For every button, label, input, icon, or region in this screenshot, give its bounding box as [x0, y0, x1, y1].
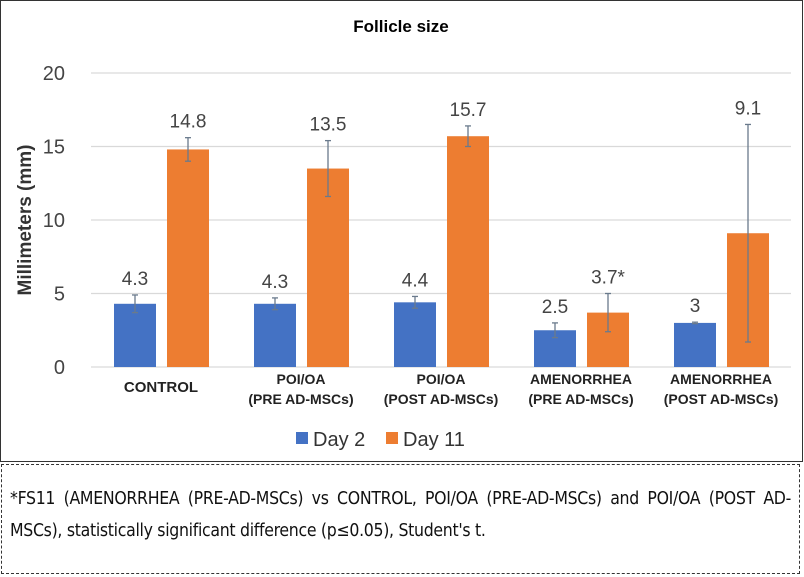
x-tick-label: CONTROL — [124, 379, 198, 396]
data-label: 4.4 — [402, 270, 429, 291]
y-tick-label: 20 — [43, 63, 65, 85]
bar-day-2 — [114, 303, 156, 367]
data-label: 4.3 — [262, 272, 288, 293]
bar-day-2 — [254, 303, 296, 367]
legend-swatch — [386, 432, 398, 444]
chart-title: Follicle size — [353, 17, 448, 36]
y-tick-label: 10 — [43, 210, 65, 232]
x-tick-label: POI/OA — [276, 371, 325, 387]
bar-day-11 — [167, 149, 209, 367]
legend-label: Day 2 — [313, 429, 365, 451]
y-tick-label: 0 — [54, 357, 65, 379]
x-tick-label: AMENORRHEA — [670, 371, 772, 387]
x-tick-label: AMENORRHEA — [530, 371, 632, 387]
x-tick-label: (PRE AD-MSCs) — [248, 391, 353, 407]
y-axis-label: Millimeters (mm) — [15, 145, 36, 296]
bar-day-2 — [674, 322, 716, 367]
legend-label: Day 11 — [403, 429, 465, 451]
x-tick-label: (PRE AD-MSCs) — [528, 391, 633, 407]
bar-day-2 — [394, 302, 436, 367]
bar-chart: Follicle size Millimeters (mm) 0 5 10 15 20 4.3… — [15, 17, 791, 451]
y-tick-label: 5 — [54, 284, 65, 306]
data-label: 3 — [690, 296, 701, 317]
x-tick-label: POI/OA — [416, 371, 465, 387]
y-tick-label: 15 — [43, 137, 65, 159]
data-label: 13.5 — [310, 115, 347, 136]
x-tick-label: (POST AD-MSCs) — [384, 391, 499, 407]
caption-text: *FS11 (AMENORRHEA (PRE-AD-MSCs) vs CONTR… — [10, 489, 791, 541]
caption: *FS11 (AMENORRHEA (PRE-AD-MSCs) vs CONTR… — [1, 464, 800, 574]
data-label: 14.8 — [170, 112, 207, 133]
bar-day-11 — [307, 168, 349, 367]
legend-swatch — [296, 432, 308, 444]
chart-panel: Follicle size Millimeters (mm) 0 5 10 15 20 4.3… — [0, 0, 803, 462]
x-tick-label: (POST AD-MSCs) — [664, 391, 779, 407]
data-label: 3.7* — [591, 268, 625, 289]
bar-day-11 — [447, 136, 489, 367]
data-label: 15.7 — [450, 100, 487, 121]
data-label: 2.5 — [542, 297, 568, 318]
data-label: 4.3 — [122, 269, 148, 290]
data-label: 9.1 — [735, 98, 761, 119]
